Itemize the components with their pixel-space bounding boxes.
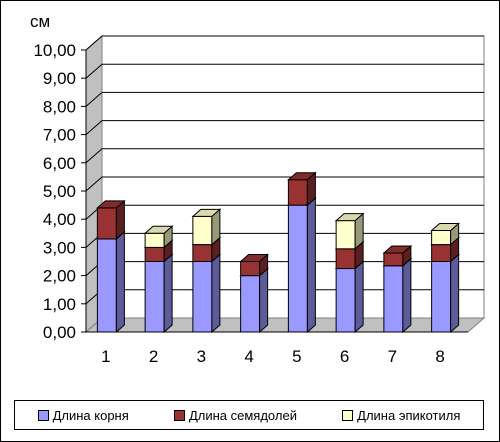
bar-front-0-8 [431, 261, 452, 333]
bar-top-1-4 [239, 254, 269, 262]
bar-front-1-4 [240, 261, 261, 277]
x-tick-label: 1 [101, 347, 110, 366]
bar-top-2-8 [430, 222, 460, 231]
gridline [85, 35, 484, 51]
bar-top-2-2 [143, 225, 174, 234]
bar-front-0-1 [96, 238, 117, 333]
legend-item-cotyledon: Длина семядолей [173, 407, 297, 423]
bar-side-0-7 [402, 257, 412, 334]
bar-front-0-5 [287, 204, 308, 333]
y-tick-label: 2,00 [43, 267, 76, 286]
y-tick-label: 10,00 [33, 41, 76, 60]
bar-front-2-2 [144, 232, 165, 248]
bar-top-1-1 [96, 200, 126, 209]
y-tick-label: 1,00 [43, 295, 76, 314]
bar-top-1-7 [382, 245, 413, 254]
bar-front-0-6 [335, 268, 356, 333]
y-tick-label: 8,00 [43, 97, 76, 116]
y-tick-label: 5,00 [43, 182, 76, 201]
legend-swatch-epicotyl [342, 409, 354, 421]
legend-label-root: Длина корня [52, 407, 129, 423]
bar-front-1-5 [287, 179, 308, 206]
bar-side-0-8 [450, 253, 460, 334]
bar-side-0-2 [163, 253, 173, 334]
gridline [85, 176, 484, 192]
legend-label-epicotyl: Длина эпикотиля [357, 407, 461, 423]
legend-item-epicotyl: Длина эпикотиля [342, 408, 460, 423]
bar-side-0-4 [259, 267, 269, 334]
x-tick-label: 2 [149, 347, 158, 366]
legend-swatch-root [37, 409, 49, 421]
legend-label-cotyledon: Длина семядолей [188, 407, 297, 423]
bar-side-0-1 [115, 230, 125, 334]
gridline [85, 63, 484, 79]
gridline [85, 148, 484, 164]
bar-side-0-5 [306, 196, 316, 334]
x-tick-label: 3 [197, 347, 206, 366]
bar-front-0-3 [192, 261, 213, 333]
y-tick-label: 9,00 [43, 69, 76, 88]
bar-side-0-3 [211, 253, 221, 334]
bar-top-2-6 [334, 213, 365, 222]
y-tick-label: 0,00 [43, 323, 76, 342]
unit-label: см [30, 12, 50, 31]
y-tick-label: 3,00 [43, 238, 76, 257]
bar-side-0-6 [354, 260, 364, 334]
y-tick-label: 7,00 [43, 126, 76, 145]
bar-top-2-3 [191, 208, 222, 217]
bar-front-2-6 [335, 220, 356, 250]
legend: Длина корня Длина семядолей Длина эпикот… [14, 400, 484, 430]
legend-item-root: Длина корня [37, 407, 129, 423]
bar-front-1-7 [383, 252, 404, 267]
x-tick-label: 6 [340, 347, 349, 366]
x-tick-label: 8 [435, 347, 444, 366]
bar-front-0-2 [144, 261, 165, 333]
plot-area: 0,00 1,00 2,00 3,00 4,00 5,00 6,00 7,00 8,00 9,00… [33, 34, 486, 366]
legend-swatch-cotyledon [173, 409, 185, 421]
bar-front-1-6 [335, 248, 356, 270]
bar-front-1-8 [431, 244, 452, 263]
y-tick-label: 4,00 [43, 210, 76, 229]
bar-front-0-4 [240, 275, 261, 333]
x-tick-label: 5 [292, 347, 301, 366]
x-tick-label: 7 [388, 347, 397, 366]
bar-front-1-3 [192, 244, 213, 263]
bar-front-1-1 [96, 207, 117, 240]
gridline [85, 91, 484, 107]
x-tick-label: 4 [244, 347, 253, 366]
gridline [85, 120, 484, 135]
y-tick-label: 6,00 [43, 154, 76, 173]
bar-front-1-2 [144, 246, 165, 262]
bar-top-1-5 [287, 172, 317, 181]
bar-front-2-8 [431, 229, 452, 246]
bar-front-0-7 [383, 265, 404, 333]
bar-front-2-3 [192, 215, 213, 246]
